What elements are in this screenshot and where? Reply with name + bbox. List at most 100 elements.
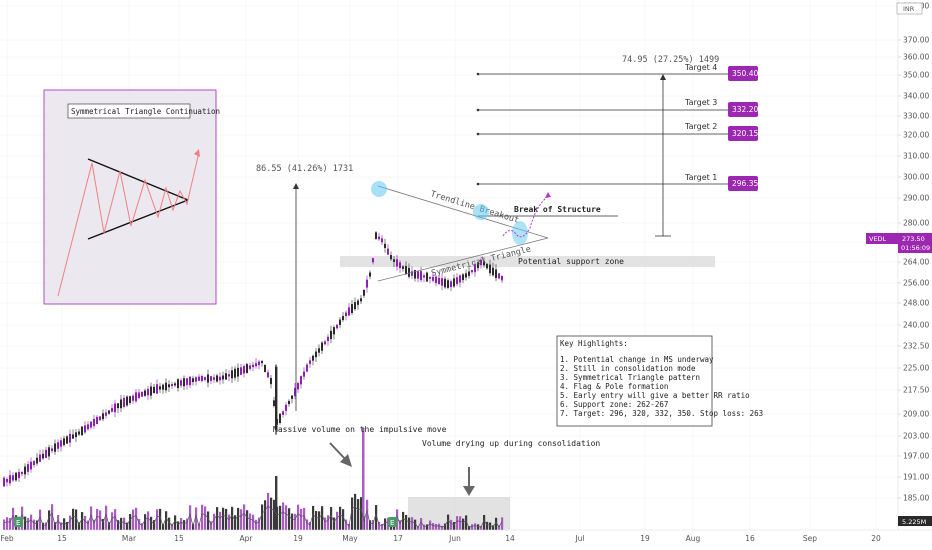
candle — [243, 366, 245, 374]
volume-bar — [432, 523, 435, 530]
candle — [378, 236, 380, 240]
price-tick-label: 203.00 — [903, 432, 929, 441]
candle — [174, 383, 176, 386]
volume-bar — [141, 523, 144, 530]
volume-bar — [459, 516, 462, 530]
candle — [339, 319, 341, 325]
volume-bar — [237, 507, 240, 530]
volume-bar — [474, 523, 477, 530]
volume-bar — [243, 504, 246, 530]
volume-bar — [12, 507, 15, 530]
candle — [267, 372, 269, 378]
candle — [342, 316, 344, 321]
candle — [9, 475, 11, 484]
volume-bar — [381, 523, 384, 530]
candle — [57, 442, 59, 449]
measure-1-label: 86.55 (41.26%) 1731 — [256, 164, 353, 174]
volume-bar — [492, 525, 495, 530]
candle — [150, 386, 152, 396]
support-zone-label: Potential support zone — [518, 257, 624, 266]
candle — [213, 377, 215, 380]
volume-bar — [240, 509, 243, 530]
time-tick-label: Apr — [240, 534, 254, 543]
candle — [177, 379, 179, 389]
time-tick-label: 19 — [640, 534, 650, 543]
volume-bar — [195, 507, 198, 530]
time-tick-label: Sep — [803, 534, 817, 543]
massive-volume-arrow — [329, 442, 347, 461]
time-tick-label: Jul — [574, 534, 584, 543]
candle — [81, 426, 83, 436]
price-tick-label: 330.00 — [903, 112, 929, 121]
candle — [21, 471, 23, 475]
volume-bar — [369, 520, 372, 530]
candle — [36, 457, 38, 464]
time-axis[interactable]: Feb 15 Mar 15 Apr 19 May 17 Jun 14 Jul 19 Aug 16 Sep 20 — [0, 534, 881, 543]
candle — [228, 374, 230, 377]
volume-bar — [222, 507, 225, 530]
time-tick-label: Aug — [686, 534, 701, 543]
volume-bar — [30, 514, 33, 530]
volume-bar — [399, 520, 402, 530]
measure-2-label: 74.95 (27.25%) 1499 — [622, 55, 719, 65]
massive-volume-label: Massive volume on the impulsive move — [273, 425, 447, 434]
volume-bar — [183, 520, 186, 530]
volume-bar — [252, 514, 255, 530]
candle — [168, 384, 170, 388]
candle — [105, 412, 107, 416]
candle — [60, 440, 62, 447]
earnings-marker-2[interactable]: E — [388, 517, 397, 527]
candle — [3, 477, 5, 487]
candle — [321, 342, 323, 351]
volume-bar — [321, 506, 324, 530]
candle — [66, 436, 68, 444]
volume-bar — [333, 517, 336, 530]
candle — [198, 376, 200, 381]
measure-1-arrow — [293, 183, 299, 189]
candle — [138, 392, 140, 399]
candle — [444, 278, 446, 288]
price-tick-label: 217.50 — [903, 386, 929, 395]
volume-bar — [219, 511, 222, 530]
volume-bar — [438, 523, 441, 530]
time-tick-label: Feb — [0, 534, 14, 543]
candle — [264, 364, 266, 372]
candle — [492, 267, 494, 276]
candle — [30, 461, 32, 470]
volume-bar — [414, 519, 417, 530]
candle — [24, 466, 26, 475]
volume-bar — [201, 504, 204, 530]
candle — [465, 273, 467, 278]
volume-bar — [93, 519, 96, 530]
candle — [303, 371, 305, 377]
volume-bar — [207, 511, 210, 530]
volume-bar — [402, 511, 405, 530]
volume-bar — [417, 525, 420, 530]
volume-bar — [291, 513, 294, 530]
volume-bar — [159, 508, 162, 530]
volume-bar — [498, 525, 501, 530]
time-tick-label: 17 — [393, 534, 403, 543]
volume-drying-label: Volume drying up during consolidation — [422, 439, 600, 448]
candle — [275, 366, 278, 431]
volume-bar — [132, 509, 135, 530]
highlight-item-5: 5. Early entry will give a better RR rat… — [560, 391, 750, 400]
currency-badge — [896, 2, 923, 15]
candle — [426, 272, 428, 282]
svg-text:Target 1: Target 1 — [684, 173, 717, 182]
volume-bar — [144, 514, 147, 530]
volume-bar — [96, 508, 99, 530]
candle — [282, 411, 284, 415]
price-tick-label: 240.00 — [903, 321, 929, 330]
candle — [288, 400, 290, 405]
volume-bar — [78, 522, 81, 530]
volume-bar — [255, 519, 258, 530]
candle — [405, 265, 407, 274]
candle — [318, 348, 320, 353]
measure-2-arrow — [660, 74, 666, 80]
break-of-structure-label: Break of Structure — [514, 205, 601, 214]
volume-bar — [189, 505, 192, 530]
volume-bar — [231, 506, 234, 530]
earnings-marker-1[interactable]: E — [14, 517, 23, 527]
